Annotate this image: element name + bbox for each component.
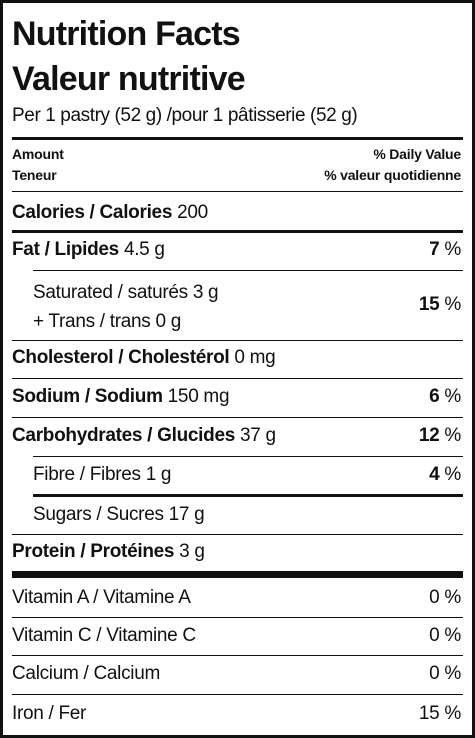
sodium-daily-value: 6 %	[429, 386, 461, 407]
cholesterol-value: 0 mg	[234, 347, 276, 368]
carbohydrates-value: 37 g	[239, 425, 276, 446]
fibre-row: Fibre / Fibres 1 g 4 %	[33, 460, 463, 490]
serving-size: Per 1 pastry (52 g) /pour 1 pâtisserie (…	[12, 105, 358, 126]
sodium-row: Sodium / Sodium 150 mg 6 %	[12, 382, 463, 412]
divider	[12, 694, 463, 695]
fat-label: Fat / Lipides	[12, 239, 119, 260]
header-amount-en: Amount	[12, 146, 64, 162]
divider	[12, 655, 463, 656]
divider	[12, 191, 463, 192]
vitamin-a-daily-value: 0 %	[429, 587, 461, 608]
title-english: Nutrition Facts	[12, 15, 241, 53]
trans-row: + Trans / trans 0 g	[33, 311, 181, 332]
header-dv-en: % Daily Value	[373, 146, 461, 162]
iron-row: Iron / Fer 15 %	[12, 699, 463, 729]
calories-row: Calories / Calories 200	[12, 198, 463, 228]
calcium-row: Calcium / Calcium 0 %	[12, 659, 463, 689]
vitamin-c-row: Vitamin C / Vitamine C 0 %	[12, 621, 463, 651]
cholesterol-label: Cholesterol / Cholestérol	[12, 347, 230, 368]
calcium-label: Calcium / Calcium	[12, 663, 160, 684]
divider	[12, 378, 463, 379]
divider-thick	[12, 137, 463, 140]
fibre-daily-value: 4 %	[429, 464, 461, 485]
divider	[12, 617, 463, 618]
protein-label: Protein / Protéines	[12, 541, 175, 562]
calories-value: 200	[177, 202, 208, 223]
carbohydrates-row: Carbohydrates / Glucides 37 g 12 %	[12, 421, 463, 451]
header-amount-fr: Teneur	[12, 167, 57, 183]
header-dv-fr: % valeur quotidienne	[324, 167, 461, 183]
protein-row: Protein / Protéines 3 g	[12, 537, 463, 567]
fat-value: 4.5 g	[123, 239, 165, 260]
sodium-value: 150 mg	[167, 386, 230, 407]
title-french: Valeur nutritive	[12, 60, 246, 98]
iron-label: Iron / Fer	[12, 703, 87, 724]
divider	[33, 456, 463, 457]
divider	[12, 340, 463, 341]
vitamin-c-daily-value: 0 %	[429, 625, 461, 646]
calories-label: Calories / Calories	[12, 202, 173, 223]
divider	[33, 270, 463, 271]
sat-trans-daily-value: 15 %	[418, 294, 461, 315]
fat-daily-value: 7 %	[429, 239, 461, 260]
saturated-row: Saturated / saturés 3 g	[33, 282, 219, 303]
vitamin-a-row: Vitamin A / Vitamine A 0 %	[12, 583, 463, 613]
fat-row: Fat / Lipides 4.5 g 7 %	[12, 235, 463, 265]
divider-heavy	[12, 571, 463, 578]
cholesterol-row: Cholesterol / Cholestérol 0 mg	[12, 343, 463, 373]
protein-value: 3 g	[179, 541, 205, 562]
vitamin-c-label: Vitamin C / Vitamine C	[12, 625, 196, 646]
fibre-label: Fibre / Fibres 1 g	[33, 464, 172, 485]
divider	[12, 417, 463, 418]
sugars-row: Sugars / Sucres 17 g	[33, 504, 205, 525]
carbohydrates-label: Carbohydrates / Glucides	[12, 425, 235, 446]
divider-thick	[12, 230, 463, 233]
carbohydrates-daily-value: 12 %	[418, 425, 461, 446]
vitamin-a-label: Vitamin A / Vitamine A	[12, 587, 191, 608]
divider	[12, 534, 463, 535]
calcium-daily-value: 0 %	[429, 663, 461, 684]
iron-daily-value: 15 %	[418, 703, 461, 724]
sodium-label: Sodium / Sodium	[12, 386, 163, 407]
divider-thick	[33, 494, 463, 497]
